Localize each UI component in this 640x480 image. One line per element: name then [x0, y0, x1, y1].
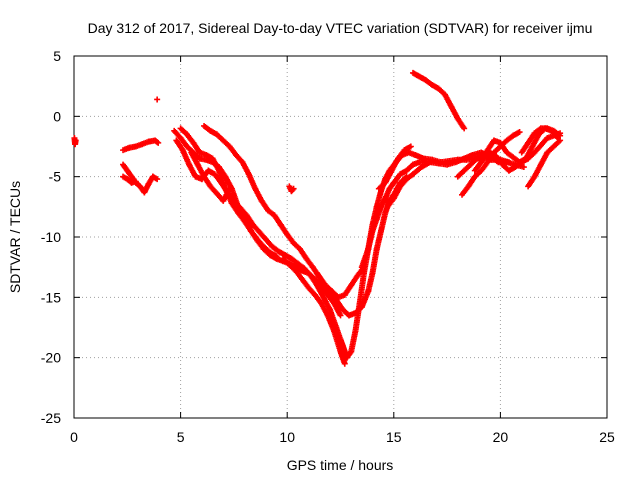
- y-tick-label: -15: [41, 289, 61, 305]
- series-q4: [518, 125, 564, 156]
- y-tick-label: -10: [41, 229, 61, 245]
- series-s1: [409, 69, 468, 132]
- x-tick-label: 10: [279, 429, 295, 445]
- axis-ticks: 0 5 10 15 20 25 5 0 -5 -10 -15 -20 -25: [41, 48, 615, 445]
- data-point-marker: [154, 176, 161, 183]
- y-tick-label: 0: [53, 108, 61, 124]
- data-point-marker: [72, 137, 79, 144]
- y-tick-label: 5: [53, 48, 61, 64]
- x-tick-label: 15: [386, 429, 402, 445]
- series-p5: [201, 122, 367, 301]
- data-points: [71, 69, 564, 367]
- data-point-marker: [132, 178, 139, 185]
- y-tick-label: -5: [49, 169, 62, 185]
- series-p4: [188, 149, 233, 204]
- data-point-marker: [341, 360, 348, 367]
- x-tick-label: 25: [599, 429, 615, 445]
- y-tick-label: -25: [41, 410, 61, 426]
- grid-lines: [74, 56, 607, 418]
- series-q1: [459, 129, 523, 198]
- data-point-marker: [461, 125, 468, 132]
- series-p10: [375, 143, 414, 192]
- data-point-marker: [407, 143, 414, 150]
- data-point-marker: [154, 139, 161, 146]
- plot-frame: [73, 55, 608, 419]
- data-point-marker: [520, 164, 527, 171]
- data-point-marker: [273, 253, 280, 260]
- y-axis-label: SDTVAR / TECUs: [7, 181, 23, 293]
- series-a1: [120, 137, 162, 154]
- series-spike: [154, 96, 161, 103]
- chart-title: Day 312 of 2017, Sidereal Day-to-day VTE…: [88, 20, 593, 36]
- series-q5: [525, 137, 564, 190]
- series-p3: [177, 125, 280, 260]
- series-c10: [286, 183, 297, 195]
- data-point-marker: [516, 129, 523, 136]
- x-tick-label: 0: [70, 429, 78, 445]
- data-point-marker: [557, 137, 564, 144]
- x-tick-label: 20: [493, 429, 509, 445]
- series-a3: [120, 173, 139, 186]
- data-point-marker: [290, 185, 297, 192]
- x-tick-label: 5: [177, 429, 185, 445]
- data-point-marker: [154, 96, 161, 103]
- series-t0: [71, 135, 79, 148]
- data-point-marker: [155, 139, 162, 146]
- data-point-marker: [226, 185, 233, 192]
- x-axis-label: GPS time / hours: [287, 457, 394, 473]
- y-tick-label: -20: [41, 350, 61, 366]
- data-point-marker: [337, 312, 344, 319]
